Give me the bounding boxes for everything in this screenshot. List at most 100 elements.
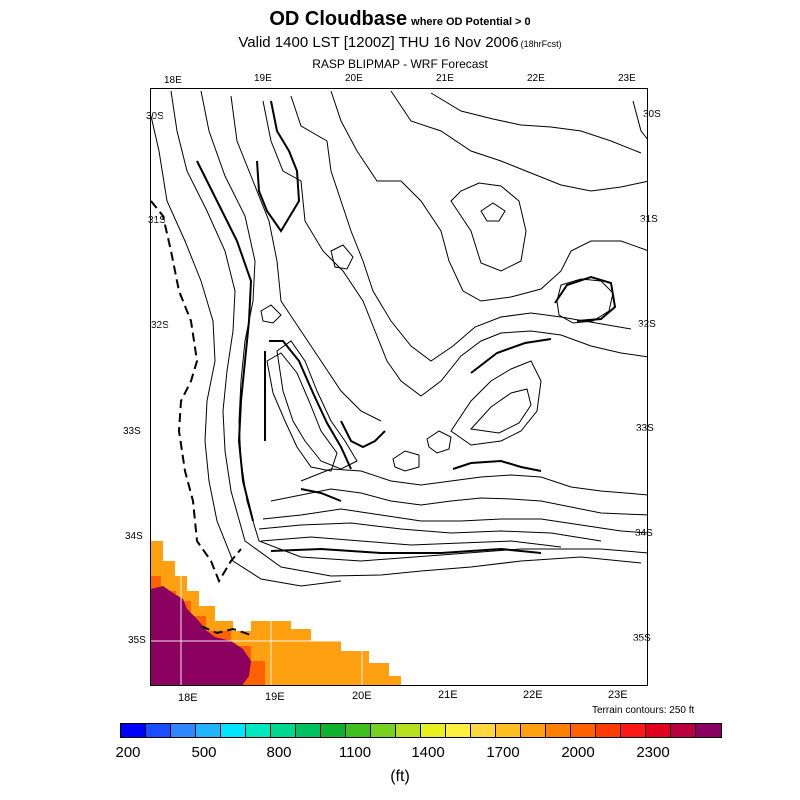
contour-line	[170, 90, 642, 577]
source-subtitle: RASP BLIPMAP - WRF Forecast	[0, 57, 800, 71]
legend-color-swatch	[121, 724, 146, 737]
terrain-contours-major	[196, 100, 617, 554]
legend-color-swatch	[271, 724, 296, 737]
legend-tick-label: 500	[191, 744, 217, 761]
lon-label-top: 18E	[164, 75, 182, 86]
legend-tick-label: 1100	[338, 744, 372, 761]
valid-time: Valid 1400 LST [1200Z] THU 16 Nov 2006 (1…	[0, 34, 800, 51]
forecast-hour: (18hrFcst)	[520, 39, 562, 49]
title-qualifier: where OD Potential > 0	[411, 16, 531, 28]
contour-line	[258, 522, 602, 542]
lon-label-bottom: 21E	[438, 689, 458, 701]
contour-line	[480, 202, 506, 222]
contour-line	[556, 278, 614, 324]
contour-line	[290, 95, 632, 362]
contour-line	[330, 244, 354, 270]
terrain-contours	[151, 90, 647, 587]
legend-color-swatch	[246, 724, 271, 737]
legend-color-swatch	[321, 724, 346, 737]
legend-color-swatch	[171, 724, 196, 737]
contour-line	[260, 304, 282, 324]
contour-line	[230, 95, 382, 422]
contour-line	[430, 92, 642, 154]
lon-label-bottom: 20E	[352, 690, 372, 702]
legend-color-swatch	[396, 724, 421, 737]
contour-line	[262, 100, 647, 397]
contour-line	[426, 430, 452, 454]
lon-label-top: 20E	[345, 73, 363, 84]
legend-color-swatch	[621, 724, 646, 737]
valid-time-text: Valid 1400 LST [1200Z] THU 16 Nov 2006	[238, 34, 519, 51]
terrain-contour-note: Terrain contours: 250 ft	[592, 705, 695, 716]
legend-color-swatch	[521, 724, 546, 737]
contour-line	[270, 488, 647, 516]
legend-color-swatch	[596, 724, 621, 737]
contour-line	[276, 340, 358, 470]
legend-color-swatch	[571, 724, 596, 737]
lat-label-right: 33S	[636, 423, 654, 434]
contour-line-major	[196, 160, 254, 522]
contour-line-major	[554, 275, 617, 322]
lat-label-left: 34S	[125, 531, 143, 542]
legend-color-swatch	[296, 724, 321, 737]
lon-label-bottom: 22E	[523, 689, 543, 701]
map-title: OD Cloudbase where OD Potential > 0	[0, 8, 800, 31]
contour-line-major	[470, 338, 552, 374]
lon-label-top: 19E	[254, 73, 272, 84]
legend-color-swatch	[196, 724, 221, 737]
contour-line	[262, 508, 647, 534]
color-legend-bar	[120, 723, 722, 738]
contour-line	[330, 90, 647, 302]
legend-color-swatch	[496, 724, 521, 737]
title-main: OD Cloudbase	[269, 8, 408, 30]
cloudbase-fill	[151, 541, 401, 685]
legend-color-swatch	[671, 724, 696, 737]
source-text: RASP BLIPMAP - WRF Forecast	[312, 57, 488, 71]
contour-line-major	[256, 100, 301, 233]
lon-label-top: 23E	[618, 73, 636, 84]
contour-line-major	[270, 547, 542, 554]
coastline-south	[200, 625, 252, 636]
lat-label-left: 35S	[128, 635, 146, 646]
legend-tick-label: 2300	[636, 744, 670, 761]
legend-color-swatch	[446, 724, 471, 737]
lon-label-bottom: 23E	[608, 689, 628, 701]
legend-tick-label: 2000	[561, 744, 595, 761]
legend-units: (ft)	[390, 768, 410, 785]
contour-line-major	[340, 420, 386, 449]
legend-color-swatch	[146, 724, 171, 737]
contour-line-major	[452, 459, 542, 472]
legend-color-swatch	[471, 724, 496, 737]
legend-color-swatch	[696, 724, 721, 737]
legend-tick-label: 800	[266, 744, 292, 761]
legend-color-swatch	[221, 724, 246, 737]
contour-line	[392, 450, 420, 472]
contour-line	[151, 115, 342, 587]
lat-label-left: 33S	[123, 426, 141, 437]
lat-label-right: 35S	[633, 633, 651, 644]
contour-line	[266, 352, 338, 472]
cloudbase-maroon-area	[151, 586, 251, 685]
legend-tick-label: 200	[115, 744, 141, 761]
contour-line	[450, 360, 542, 446]
legend-color-swatch	[371, 724, 396, 737]
contour-line	[632, 100, 647, 140]
lat-label-right: 31S	[640, 214, 658, 225]
lat-label-right: 30S	[643, 109, 661, 120]
legend-color-swatch	[421, 724, 446, 737]
legend-tick-label: 1700	[486, 744, 520, 761]
coastline	[151, 200, 242, 584]
map-canvas	[151, 89, 647, 685]
contour-line-major	[269, 340, 352, 470]
contour-line	[260, 536, 562, 548]
contour-line-major	[300, 488, 342, 502]
contour-line	[300, 468, 647, 496]
lon-label-bottom: 19E	[265, 691, 285, 703]
lat-label-right: 32S	[638, 319, 656, 330]
lon-label-bottom: 18E	[178, 692, 198, 704]
legend-color-swatch	[546, 724, 571, 737]
lon-label-top: 22E	[527, 73, 545, 84]
contour-line	[390, 90, 647, 192]
lat-label-right: 34S	[635, 528, 653, 539]
contour-line	[469, 388, 532, 434]
